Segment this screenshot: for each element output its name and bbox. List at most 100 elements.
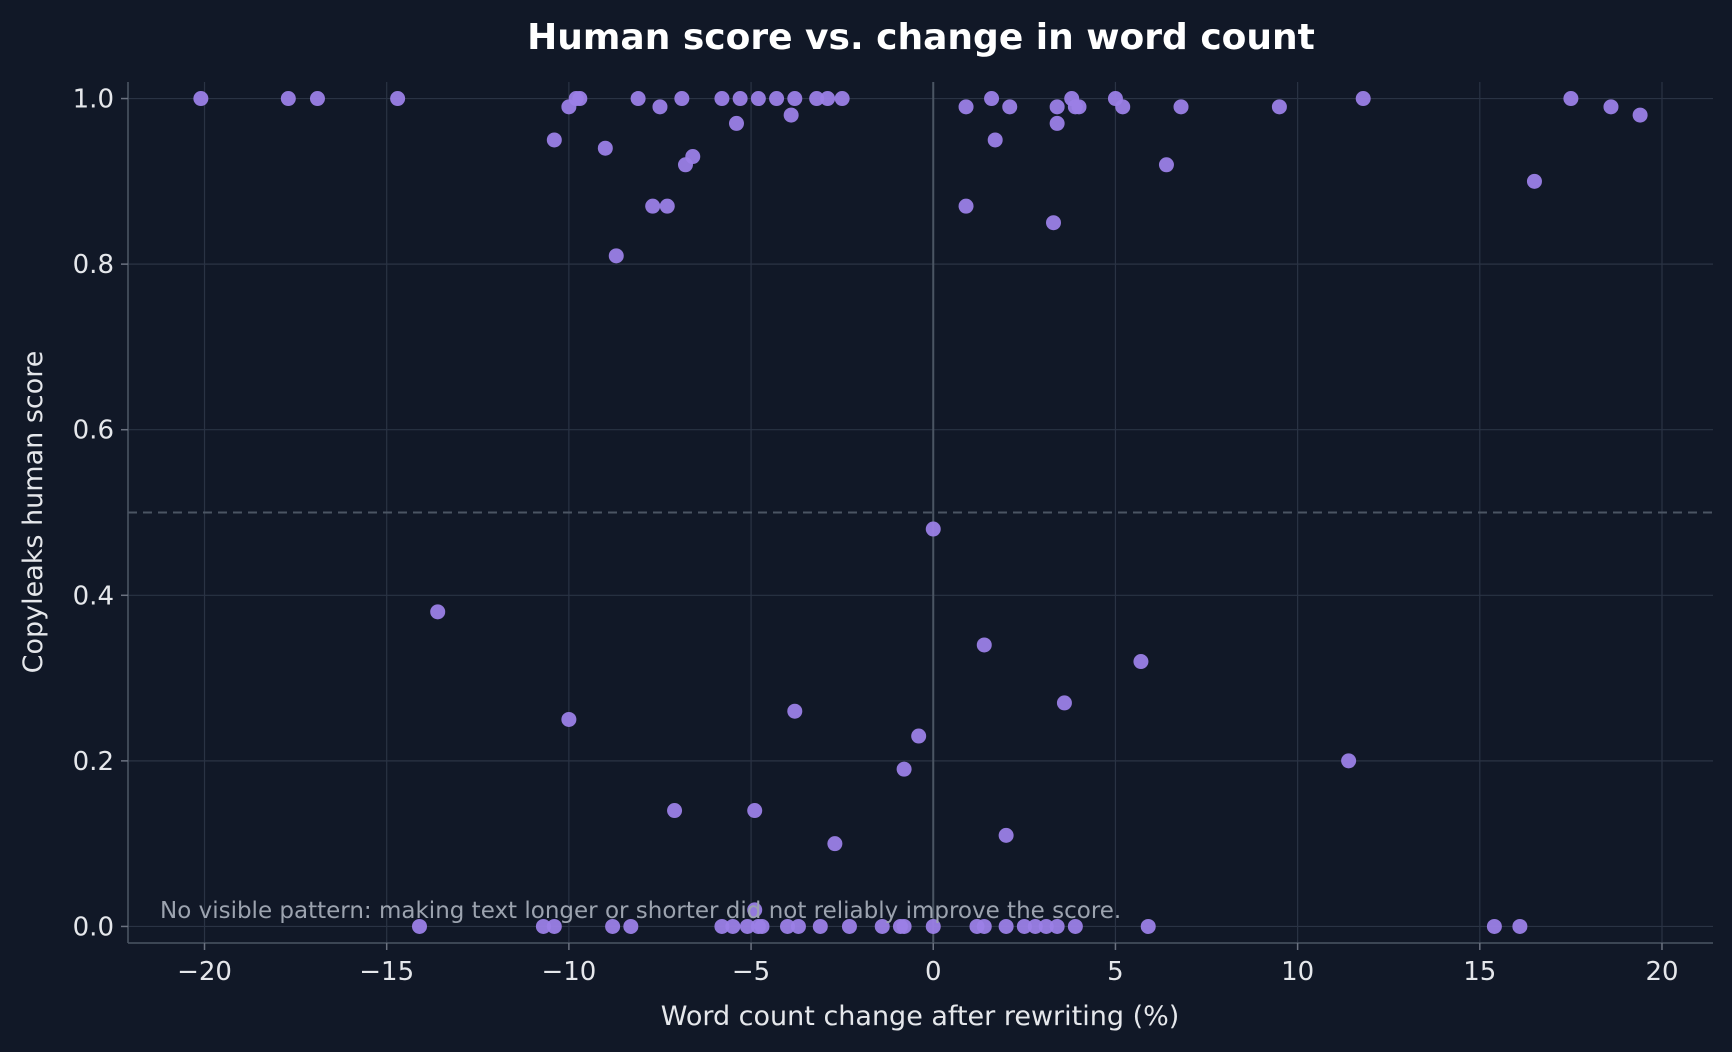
scatter-point bbox=[728, 115, 744, 131]
scatter-point bbox=[1071, 99, 1087, 115]
x-tick-label: −20 bbox=[177, 957, 232, 987]
scatter-point bbox=[645, 198, 661, 214]
scatter-point bbox=[958, 99, 974, 115]
scatter-point bbox=[780, 918, 796, 934]
scatter-point bbox=[787, 703, 803, 719]
scatter-point bbox=[769, 91, 785, 107]
scatter-point bbox=[430, 604, 446, 620]
scatter-point bbox=[309, 91, 325, 107]
y-tick-label: 0.2 bbox=[73, 747, 114, 777]
scatter-point bbox=[820, 91, 836, 107]
scatter-point bbox=[874, 918, 890, 934]
scatter-point bbox=[841, 918, 857, 934]
x-tick-label: 0 bbox=[925, 957, 942, 987]
scatter-point bbox=[911, 728, 927, 744]
reference-lines bbox=[128, 82, 1713, 943]
y-axis-label: Copyleaks human score bbox=[18, 351, 49, 674]
scatter-point bbox=[998, 918, 1014, 934]
scatter-point bbox=[896, 761, 912, 777]
scatter-point bbox=[1016, 918, 1032, 934]
scatter-point bbox=[652, 99, 668, 115]
scatter-point bbox=[1632, 107, 1648, 123]
scatter-point bbox=[1173, 99, 1189, 115]
scatter-point bbox=[1067, 918, 1083, 934]
scatter-point bbox=[925, 918, 941, 934]
scatter-point bbox=[1027, 918, 1043, 934]
scatter-point bbox=[739, 918, 755, 934]
scatter-point bbox=[1271, 99, 1287, 115]
scatter-point bbox=[597, 140, 613, 156]
scatter-point bbox=[925, 521, 941, 537]
x-tick-label: −5 bbox=[732, 957, 770, 987]
scatter-point bbox=[1603, 99, 1619, 115]
scatter-point bbox=[1486, 918, 1502, 934]
scatter-point bbox=[976, 637, 992, 653]
x-tick-label: 10 bbox=[1281, 957, 1314, 987]
scatter-point bbox=[998, 827, 1014, 843]
scatter-point bbox=[725, 918, 741, 934]
scatter-point bbox=[787, 91, 803, 107]
chart-annotation: No visible pattern: making text longer o… bbox=[160, 898, 1121, 924]
scatter-point bbox=[659, 198, 675, 214]
scatter-point bbox=[1563, 91, 1579, 107]
scatter-point bbox=[714, 91, 730, 107]
scatter-point bbox=[193, 91, 209, 107]
scatter-point bbox=[1045, 215, 1061, 231]
scatter-point bbox=[1158, 157, 1174, 173]
scatter-point bbox=[790, 918, 806, 934]
scatter-point bbox=[561, 711, 577, 727]
scatter-point bbox=[667, 803, 683, 819]
scatter-point bbox=[677, 157, 693, 173]
scatter-point bbox=[1049, 918, 1065, 934]
scatter-point bbox=[987, 132, 1003, 148]
y-tick-label: 1.0 bbox=[73, 85, 114, 115]
scatter-point bbox=[280, 91, 296, 107]
scatter-point bbox=[1049, 115, 1065, 131]
scatter-point bbox=[608, 248, 624, 264]
scatter-point bbox=[1049, 99, 1065, 115]
scatter-point bbox=[812, 918, 828, 934]
scatter-point bbox=[750, 91, 766, 107]
scatter-point bbox=[984, 91, 1000, 107]
scatter-point bbox=[783, 107, 799, 123]
scatter-point bbox=[630, 91, 646, 107]
x-axis-label: Word count change after rewriting (%) bbox=[661, 1001, 1180, 1032]
axes: −20 −15 −10 −5 0 5 10 15 20 0.0 0.2 0.4 0.6 0.8 1.0 bbox=[73, 82, 1713, 987]
scatter-point bbox=[1038, 918, 1054, 934]
scatter-point bbox=[411, 918, 427, 934]
scatter-point bbox=[623, 918, 639, 934]
x-tick-label: −10 bbox=[541, 957, 596, 987]
x-tick-label: 15 bbox=[1463, 957, 1496, 987]
y-tick-label: 0.0 bbox=[73, 912, 114, 942]
scatter-point bbox=[546, 132, 562, 148]
scatter-point bbox=[834, 91, 850, 107]
scatter-point bbox=[747, 803, 763, 819]
scatter-point bbox=[1002, 99, 1018, 115]
scatter-point bbox=[1115, 99, 1131, 115]
scatter-point bbox=[572, 91, 588, 107]
x-tick-label: −15 bbox=[359, 957, 414, 987]
x-tick-label: 20 bbox=[1645, 957, 1678, 987]
y-tick-label: 0.8 bbox=[73, 250, 114, 280]
scatter-point bbox=[1526, 173, 1542, 189]
scatter-point bbox=[1341, 753, 1357, 769]
scatter-point bbox=[1512, 918, 1528, 934]
chart-title: Human score vs. change in word count bbox=[527, 17, 1315, 58]
scatter-point bbox=[674, 91, 690, 107]
scatter-point bbox=[1355, 91, 1371, 107]
scatter-point bbox=[535, 918, 551, 934]
scatter-point bbox=[809, 91, 825, 107]
scatter-point bbox=[546, 918, 562, 934]
scatter-point bbox=[896, 918, 912, 934]
y-tick-label: 0.6 bbox=[73, 416, 114, 446]
scatter-point bbox=[976, 918, 992, 934]
scatter-point bbox=[732, 91, 748, 107]
scatter-point bbox=[390, 91, 406, 107]
scatter-point bbox=[605, 918, 621, 934]
scatter-point bbox=[714, 918, 730, 934]
grid-lines bbox=[128, 82, 1713, 943]
x-tick-label: 5 bbox=[1107, 957, 1124, 987]
scatter-point bbox=[754, 918, 770, 934]
